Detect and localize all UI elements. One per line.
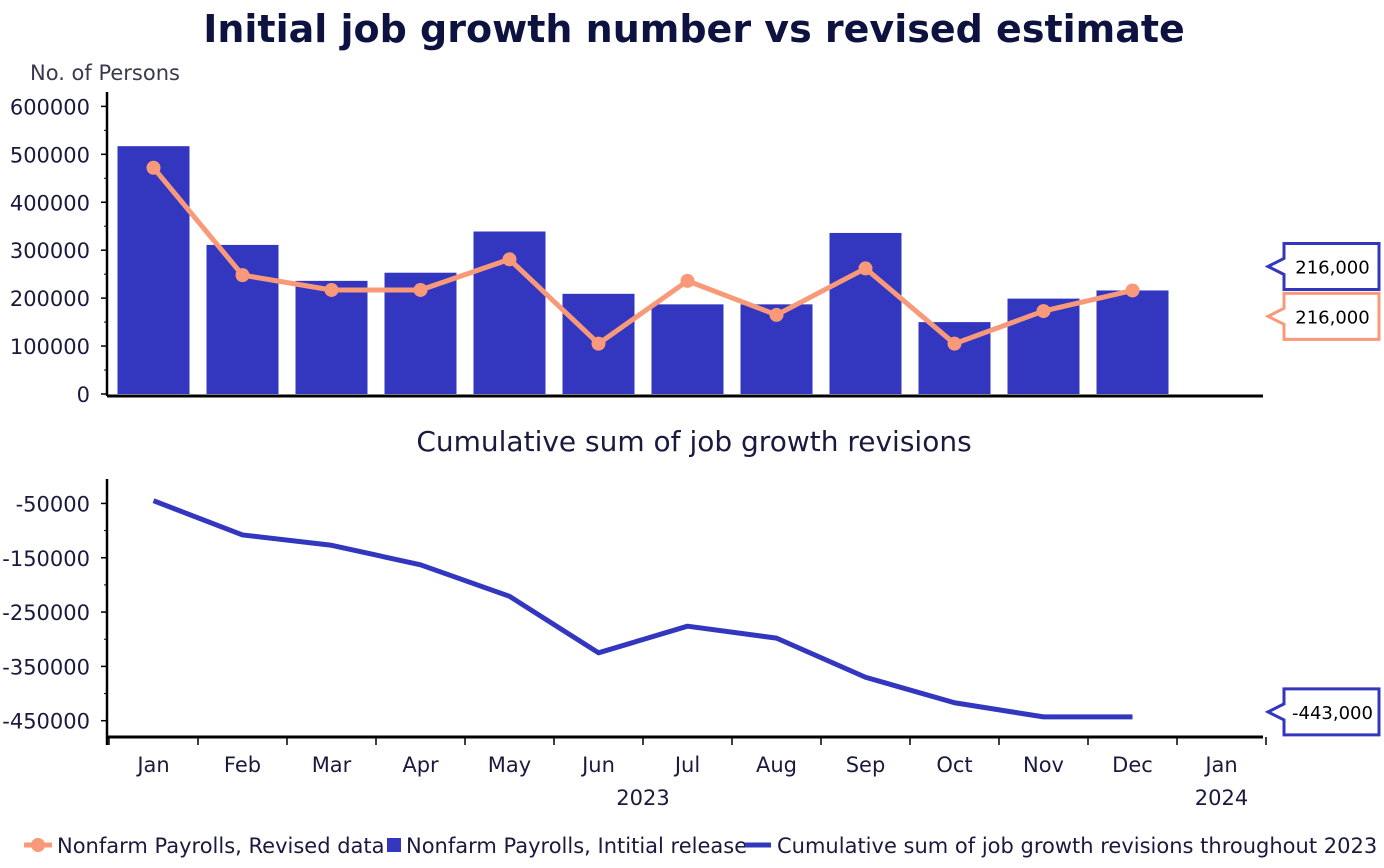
- callout-revised-label: 216,000: [1295, 307, 1369, 328]
- line-revised: [151, 166, 1134, 347]
- point-revised-may: [502, 252, 517, 267]
- point-revised-mar: [324, 282, 339, 297]
- x-tick-label: Nov: [1023, 753, 1064, 777]
- y-tick-label: -50000: [16, 492, 90, 516]
- point-revised-aug: [769, 307, 784, 322]
- x-tick-label: Sep: [846, 753, 886, 777]
- point-revised-feb: [235, 268, 250, 283]
- x-tick-label: Apr: [402, 753, 439, 777]
- x-tick-label: Jul: [673, 753, 700, 777]
- point-revised-nov: [1036, 304, 1051, 319]
- x-year-label: 2023: [616, 786, 669, 810]
- x-year-label: 2024: [1195, 786, 1248, 810]
- point-revised-jun: [591, 336, 606, 351]
- x-tick-label: Feb: [224, 753, 261, 777]
- bar-initial-feb: [206, 244, 279, 394]
- point-revised-apr: [413, 282, 428, 297]
- line-cumulative: [152, 498, 1133, 720]
- x-tick-label: Jan: [135, 753, 169, 777]
- subchart-title: Cumulative sum of job growth revisions: [416, 425, 971, 458]
- callout-initial-box: [1264, 241, 1381, 291]
- legend: Nonfarm Payrolls, Revised data Nonfarm Pa…: [24, 834, 1377, 858]
- chart-title: Initial job growth number vs revised est…: [203, 7, 1185, 51]
- callouts: 216,000 216,000 -443,000: [1264, 241, 1381, 737]
- callout-cumulative-label: -443,000: [1292, 703, 1373, 724]
- callout-cumulative-box: [1264, 687, 1381, 737]
- y-tick-label: -150000: [2, 547, 90, 571]
- y-tick-label: -350000: [2, 655, 90, 679]
- y-tick-label: 400000: [10, 191, 90, 215]
- x-tick-label: Dec: [1112, 753, 1153, 777]
- y-tick-label: 200000: [10, 287, 90, 311]
- legend-initial-label: Nonfarm Payrolls, Intitial release: [406, 834, 747, 858]
- x-tick-label: Jun: [580, 753, 615, 777]
- x-tick-label: Jan: [1203, 753, 1237, 777]
- y-tick-label: 300000: [10, 239, 90, 263]
- bar-initial-dec: [1096, 290, 1169, 394]
- y-tick-label: 0: [77, 383, 90, 407]
- y-tick-label: -250000: [2, 601, 90, 625]
- bar-initial-mar: [295, 280, 368, 394]
- x-tick-label: May: [488, 753, 531, 777]
- legend-revised-label: Nonfarm Payrolls, Revised data: [57, 834, 385, 858]
- top-plot: 0 100000 200000 300000 400000 500000 600000: [10, 92, 1263, 407]
- point-revised-dec: [1125, 283, 1140, 298]
- legend-initial-square: [387, 838, 401, 852]
- point-revised-jan: [146, 160, 161, 175]
- callout-initial-label: 216,000: [1295, 257, 1369, 278]
- x-axis: Jan Feb Mar Apr May Jun Jul Aug Sep Oct Nov Dec Jan 2…: [108, 737, 1267, 810]
- bottom-plot: -50000 -150000 -250000 -350000 -450000: [2, 479, 1263, 745]
- bar-initial-jul: [651, 304, 724, 394]
- point-revised-sep: [858, 261, 873, 276]
- x-tick-label: Mar: [312, 753, 352, 777]
- point-revised-jul: [680, 273, 695, 288]
- callout-revised-box: [1264, 291, 1381, 341]
- y-tick-label: 500000: [10, 143, 90, 167]
- y-axis-label: No. of Persons: [30, 61, 180, 85]
- legend-revised-dot: [31, 838, 45, 852]
- y-tick-label: 100000: [10, 335, 90, 359]
- bar-initial-sep: [829, 232, 902, 394]
- x-tick-label: Oct: [936, 753, 972, 777]
- point-revised-oct: [947, 336, 962, 351]
- y-tick-label: -450000: [2, 710, 90, 734]
- y-tick-label: 600000: [10, 95, 90, 119]
- bar-initial-jan: [117, 146, 190, 394]
- legend-cumulative-label: Cumulative sum of job growth revisions t…: [777, 834, 1377, 858]
- x-tick-label: Aug: [756, 753, 797, 777]
